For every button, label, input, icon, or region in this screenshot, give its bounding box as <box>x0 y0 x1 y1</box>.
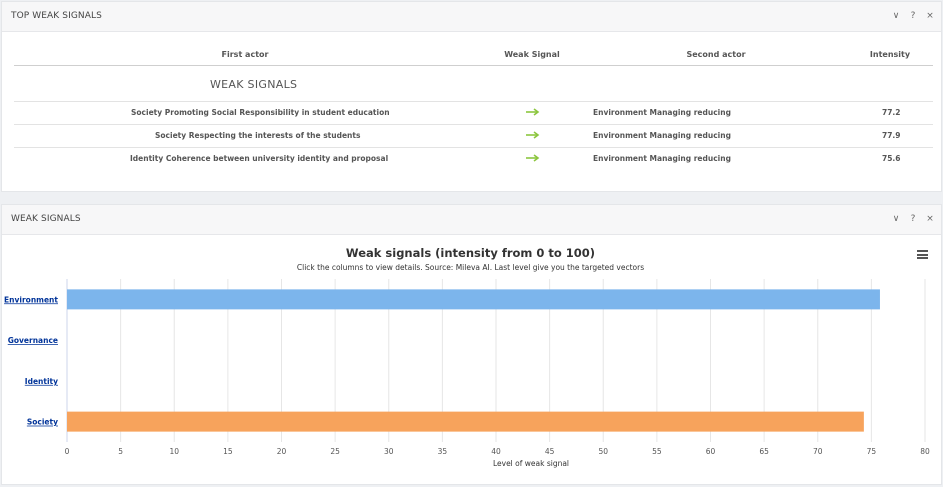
x-tick-label: 70 <box>813 447 823 456</box>
x-tick-label: 5 <box>118 447 123 456</box>
category-label-identity[interactable]: Identity <box>25 377 58 386</box>
collapse-icon[interactable]: ∨ <box>892 11 900 21</box>
x-tick-label: 45 <box>545 447 555 456</box>
chart-title: Weak signals (intensity from 0 to 100) <box>345 246 596 260</box>
panel-tools: ∨ ? × <box>891 10 935 22</box>
row-first-actor: Society Promoting Social Responsibility … <box>131 108 390 117</box>
category-label-environment[interactable]: Environment <box>4 295 58 304</box>
close-icon[interactable]: × <box>926 11 934 21</box>
x-axis-label: Level of weak signal <box>493 459 569 468</box>
arrow-right-icon <box>526 131 540 139</box>
bar-society[interactable] <box>67 411 864 432</box>
row-intensity: 77.9 <box>882 131 901 140</box>
x-tick-label: 50 <box>598 447 608 456</box>
column-header-second-actor: Second actor <box>686 50 746 59</box>
x-tick-label: 40 <box>491 447 501 456</box>
x-tick-label: 10 <box>169 447 179 456</box>
chart-subtitle: Click the columns to view details. Sourc… <box>296 263 645 272</box>
column-header-first-actor: First actor <box>221 50 269 59</box>
x-tick-label: 30 <box>384 447 394 456</box>
close-icon[interactable]: × <box>926 214 934 224</box>
x-tick-label: 75 <box>867 447 877 456</box>
panel-title: WEAK SIGNALS <box>11 214 81 224</box>
panel-tools: ∨ ? × <box>891 213 935 225</box>
collapse-icon[interactable]: ∨ <box>892 214 900 224</box>
arrow-right-icon <box>526 108 540 116</box>
row-intensity: 75.6 <box>882 154 901 163</box>
x-tick-label: 80 <box>920 447 930 456</box>
row-second-actor: Environment Managing reducing <box>593 131 731 140</box>
x-tick-label: 60 <box>706 447 716 456</box>
x-tick-label: 15 <box>223 447 233 456</box>
row-second-actor: Environment Managing reducing <box>593 108 731 117</box>
x-tick-label: 35 <box>438 447 448 456</box>
column-header-weak-signal: Weak Signal <box>504 50 560 59</box>
row-divider <box>14 147 933 148</box>
help-icon[interactable]: ? <box>910 11 916 21</box>
category-label-society[interactable]: Society <box>27 418 58 427</box>
panel-header: TOP WEAK SIGNALS ∨ ? × <box>2 2 941 32</box>
chart-menu-icon[interactable] <box>917 250 928 259</box>
group-label: WEAK SIGNALS <box>210 78 298 91</box>
help-icon[interactable]: ? <box>910 214 916 224</box>
top-weak-signals-panel: TOP WEAK SIGNALS ∨ ? × First actor Weak … <box>1 1 942 192</box>
category-label-governance[interactable]: Governance <box>8 336 58 345</box>
row-first-actor: Society Respecting the interests of the … <box>155 131 361 140</box>
row-divider <box>14 101 933 102</box>
row-second-actor: Environment Managing reducing <box>593 154 731 163</box>
panel-header: WEAK SIGNALS ∨ ? × <box>2 205 941 235</box>
x-tick-label: 55 <box>652 447 662 456</box>
x-tick-label: 25 <box>330 447 340 456</box>
weak-signals-panel: WEAK SIGNALS ∨ ? × <box>1 204 942 485</box>
x-tick-label: 0 <box>65 447 70 456</box>
column-header-intensity: Intensity <box>869 50 911 59</box>
x-tick-label: 65 <box>759 447 769 456</box>
bar-environment[interactable] <box>67 289 880 310</box>
row-divider <box>14 124 933 125</box>
row-first-actor: Identity Coherence between university id… <box>130 154 389 163</box>
arrow-right-icon <box>526 154 540 162</box>
x-tick-label: 20 <box>277 447 287 456</box>
header-divider <box>14 65 933 66</box>
panel-title: TOP WEAK SIGNALS <box>11 11 102 21</box>
row-intensity: 77.2 <box>882 108 901 117</box>
